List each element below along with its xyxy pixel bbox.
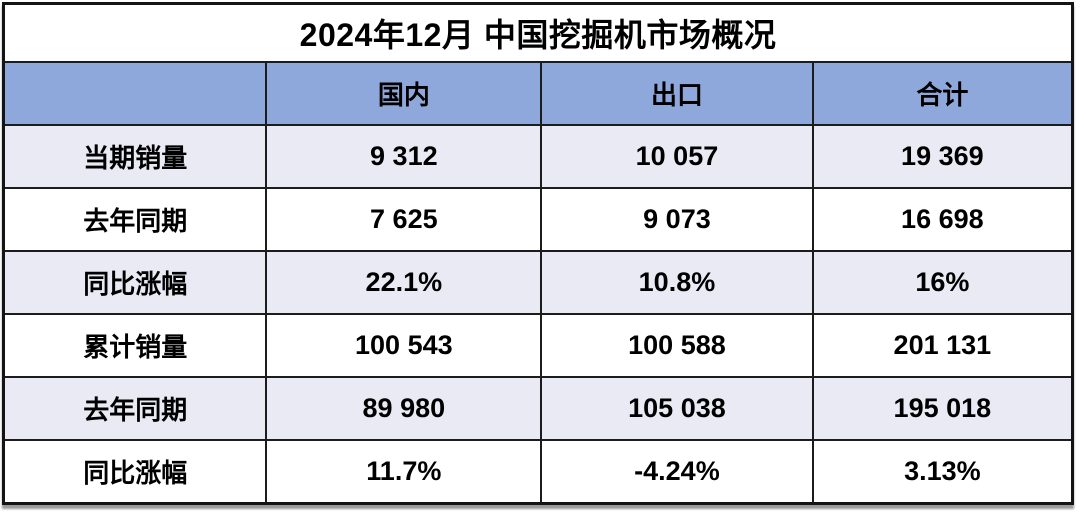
row-label: 去年同期 [2,187,268,252]
row-label: 同比涨幅 [2,439,268,504]
cell-export: 10.8% [540,250,814,315]
row-label: 累计销量 [2,313,268,378]
header-cell-export: 出口 [540,61,814,126]
cell-total: 3.13% [811,439,1074,504]
cell-total: 16 698 [811,187,1074,252]
cell-export: 9 073 [540,187,814,252]
excavator-market-table: 2024年12月 中国挖掘机市场概况 国内 出口 合计 当期销量 9 312 1… [2,2,1074,505]
row-label: 同比涨幅 [2,250,268,315]
title-row: 2024年12月 中国挖掘机市场概况 [2,2,1074,63]
header-cell-empty [2,61,268,126]
cell-domestic: 22.1% [265,250,543,315]
cell-domestic: 89 980 [265,376,543,441]
cell-export: 100 588 [540,313,814,378]
header-cell-domestic: 国内 [265,61,543,126]
cell-domestic: 7 625 [265,187,543,252]
cell-domestic: 9 312 [265,124,543,189]
header-row: 国内 出口 合计 [2,61,1074,126]
cell-total: 16% [811,250,1074,315]
cell-export: 10 057 [540,124,814,189]
table-row-cumulative-yoy-change: 同比涨幅 11.7% -4.24% 3.13% [2,439,1074,504]
cell-total: 19 369 [811,124,1074,189]
row-label: 去年同期 [2,376,268,441]
cell-domestic: 11.7% [265,439,543,504]
cell-domestic: 100 543 [265,313,543,378]
table-row-last-year-same-period: 去年同期 7 625 9 073 16 698 [2,187,1074,252]
table-title: 2024年12月 中国挖掘机市场概况 [2,2,1074,63]
cell-total: 195 018 [811,376,1074,441]
row-label: 当期销量 [2,124,268,189]
table-row-last-year-cumulative: 去年同期 89 980 105 038 195 018 [2,376,1074,441]
cell-export: 105 038 [540,376,814,441]
table-row-current-sales: 当期销量 9 312 10 057 19 369 [2,124,1074,189]
table-row-yoy-change: 同比涨幅 22.1% 10.8% 16% [2,250,1074,315]
cell-total: 201 131 [811,313,1074,378]
cell-export: -4.24% [540,439,814,504]
table-row-cumulative-sales: 累计销量 100 543 100 588 201 131 [2,313,1074,378]
header-cell-total: 合计 [811,61,1074,126]
